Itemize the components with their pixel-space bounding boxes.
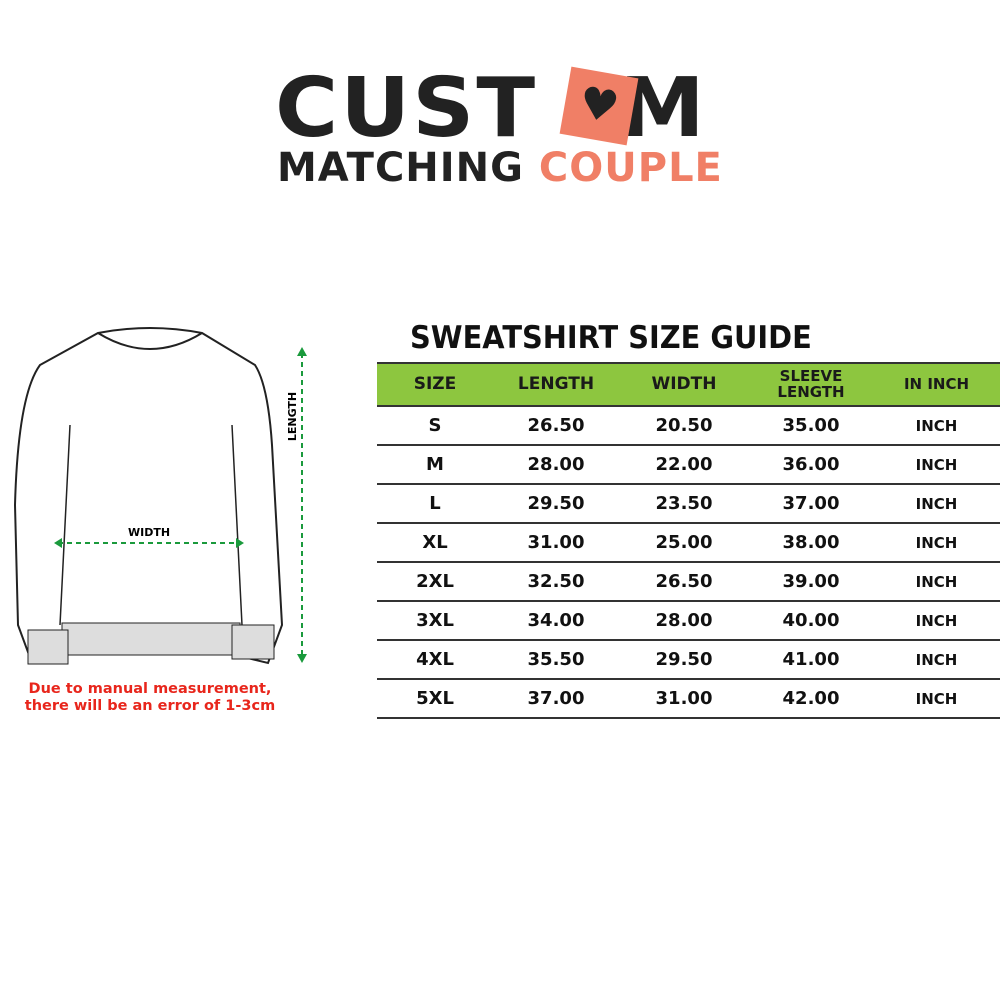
cell-unit: INCH: [873, 601, 1000, 641]
cell-width: 29.50: [619, 640, 749, 680]
cell-sleeve-length: 36.00: [749, 445, 873, 485]
cell-width: 22.00: [619, 445, 749, 485]
cell-unit: INCH: [873, 679, 1000, 719]
cell-size: S: [377, 406, 493, 446]
cell-size: 3XL: [377, 601, 493, 641]
cell-length: 31.00: [493, 523, 619, 563]
length-label: LENGTH: [286, 391, 300, 442]
heart-icon: ♥: [559, 66, 639, 146]
cell-sleeve-length: 41.00: [749, 640, 873, 680]
table-row: M 28.00 22.00 36.00 INCH: [377, 445, 1000, 485]
cell-length: 35.50: [493, 640, 619, 680]
cell-sleeve-length: 37.00: [749, 484, 873, 524]
table-row: 2XL 32.50 26.50 39.00 INCH: [377, 562, 1000, 602]
table-row: 5XL 37.00 31.00 42.00 INCH: [377, 679, 1000, 719]
size-guide-title: SWEATSHIRT SIZE GUIDE: [410, 320, 812, 356]
col-length: LENGTH: [493, 362, 619, 407]
cell-size: M: [377, 445, 493, 485]
sweatshirt-diagram: [13, 327, 307, 665]
cell-length: 28.00: [493, 445, 619, 485]
cell-length: 37.00: [493, 679, 619, 719]
table-row: 3XL 34.00 28.00 40.00 INCH: [377, 601, 1000, 641]
cell-length: 32.50: [493, 562, 619, 602]
cell-sleeve-length: 42.00: [749, 679, 873, 719]
table-row: 4XL 35.50 29.50 41.00 INCH: [377, 640, 1000, 680]
cell-unit: INCH: [873, 484, 1000, 524]
table-row: S 26.50 20.50 35.00 INCH: [377, 406, 1000, 446]
cell-unit: INCH: [873, 445, 1000, 485]
table-header: SIZE LENGTH WIDTH SLEEVE LENGTH IN INCH: [377, 362, 1000, 407]
logo-line-custom: CUST M: [275, 61, 707, 156]
measurement-note: Due to manual measurement, there will be…: [24, 681, 276, 714]
col-unit: IN INCH: [873, 362, 1000, 407]
cell-sleeve-length: 38.00: [749, 523, 873, 563]
cell-unit: INCH: [873, 562, 1000, 602]
size-table: SIZE LENGTH WIDTH SLEEVE LENGTH IN INCH …: [377, 362, 1000, 719]
cell-sleeve-length: 39.00: [749, 562, 873, 602]
cell-size: 5XL: [377, 679, 493, 719]
cell-width: 20.50: [619, 406, 749, 446]
cell-length: 29.50: [493, 484, 619, 524]
logo-line-matching-couple: MATCHING COUPLE: [277, 145, 723, 191]
cell-unit: INCH: [873, 523, 1000, 563]
cell-unit: INCH: [873, 406, 1000, 446]
cell-size: L: [377, 484, 493, 524]
col-sleeve-length: SLEEVE LENGTH: [749, 362, 873, 407]
cell-length: 26.50: [493, 406, 619, 446]
cell-sleeve-length: 35.00: [749, 406, 873, 446]
cell-width: 28.00: [619, 601, 749, 641]
width-label: WIDTH: [128, 526, 171, 539]
cell-width: 23.50: [619, 484, 749, 524]
brand-logo: CUST M ♥ MATCHING COUPLE: [275, 61, 735, 193]
cell-width: 26.50: [619, 562, 749, 602]
col-width: WIDTH: [619, 362, 749, 407]
cell-width: 25.00: [619, 523, 749, 563]
col-size: SIZE: [377, 362, 493, 407]
cell-unit: INCH: [873, 640, 1000, 680]
table-row: XL 31.00 25.00 38.00 INCH: [377, 523, 1000, 563]
cell-sleeve-length: 40.00: [749, 601, 873, 641]
cell-size: 4XL: [377, 640, 493, 680]
cell-length: 34.00: [493, 601, 619, 641]
cell-size: XL: [377, 523, 493, 563]
cell-width: 31.00: [619, 679, 749, 719]
table-row: L 29.50 23.50 37.00 INCH: [377, 484, 1000, 524]
cell-size: 2XL: [377, 562, 493, 602]
